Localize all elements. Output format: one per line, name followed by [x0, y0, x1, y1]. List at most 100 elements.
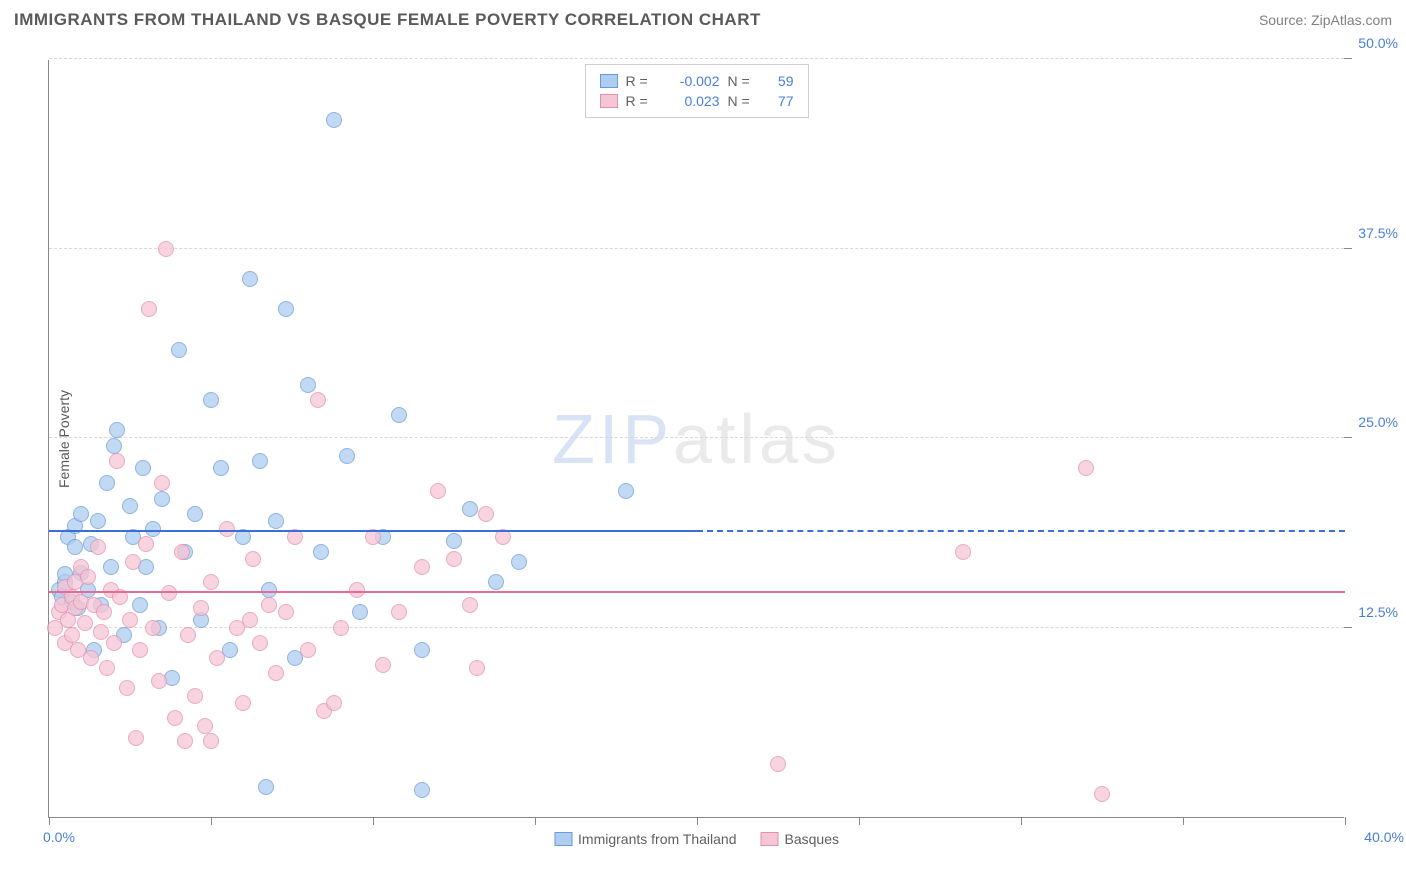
data-point	[125, 554, 141, 570]
legend-swatch	[760, 832, 778, 846]
x-tick	[1021, 817, 1022, 825]
data-point	[161, 585, 177, 601]
data-point	[103, 559, 119, 575]
data-point	[90, 513, 106, 529]
data-point	[245, 551, 261, 567]
data-point	[209, 650, 225, 666]
data-point	[193, 600, 209, 616]
data-point	[469, 660, 485, 676]
legend-n-label: N =	[728, 73, 756, 89]
data-point	[145, 620, 161, 636]
data-point	[83, 650, 99, 666]
axis-tick	[1344, 437, 1352, 438]
data-point	[446, 533, 462, 549]
correlation-legend: R =-0.002N =59R =0.023N =77	[585, 64, 809, 118]
data-point	[154, 475, 170, 491]
data-point	[414, 559, 430, 575]
data-point	[174, 544, 190, 560]
data-point	[171, 342, 187, 358]
x-tick	[697, 817, 698, 825]
data-point	[375, 657, 391, 673]
data-point	[187, 506, 203, 522]
data-point	[106, 438, 122, 454]
grid-line	[49, 248, 1344, 249]
data-point	[119, 680, 135, 696]
legend-r-value: -0.002	[662, 73, 720, 89]
x-tick	[49, 817, 50, 825]
y-tick-label: 37.5%	[1358, 225, 1398, 241]
data-point	[64, 627, 80, 643]
y-tick-label: 25.0%	[1358, 414, 1398, 430]
data-point	[235, 695, 251, 711]
data-point	[73, 506, 89, 522]
data-point	[349, 582, 365, 598]
source-attribution: Source: ZipAtlas.com	[1259, 12, 1392, 28]
data-point	[391, 407, 407, 423]
data-point	[145, 521, 161, 537]
data-point	[278, 301, 294, 317]
data-point	[151, 673, 167, 689]
data-point	[258, 779, 274, 795]
data-point	[132, 597, 148, 613]
data-point	[197, 718, 213, 734]
data-point	[106, 635, 122, 651]
y-axis-title: Female Poverty	[56, 389, 72, 487]
watermark: ZIPatlas	[552, 399, 841, 479]
data-point	[90, 539, 106, 555]
data-point	[213, 460, 229, 476]
data-point	[132, 642, 148, 658]
series-legend: Immigrants from ThailandBasques	[554, 831, 839, 847]
data-point	[167, 710, 183, 726]
legend-series-name: Immigrants from Thailand	[578, 831, 736, 847]
data-point	[252, 453, 268, 469]
data-point	[1078, 460, 1094, 476]
data-point	[511, 554, 527, 570]
data-point	[138, 536, 154, 552]
data-point	[488, 574, 504, 590]
data-point	[770, 756, 786, 772]
data-point	[122, 612, 138, 628]
x-axis-min-label: 0.0%	[43, 829, 75, 845]
legend-swatch	[600, 74, 618, 88]
data-point	[180, 627, 196, 643]
x-axis-max-label: 40.0%	[1364, 829, 1404, 845]
data-point	[268, 513, 284, 529]
axis-tick	[1344, 627, 1352, 628]
data-point	[109, 453, 125, 469]
data-point	[219, 521, 235, 537]
data-point	[462, 501, 478, 517]
data-point	[96, 604, 112, 620]
y-tick-label: 50.0%	[1358, 35, 1398, 51]
x-tick	[211, 817, 212, 825]
data-point	[333, 620, 349, 636]
data-point	[300, 642, 316, 658]
legend-r-label: R =	[626, 93, 654, 109]
data-point	[310, 392, 326, 408]
data-point	[414, 642, 430, 658]
x-tick	[1183, 817, 1184, 825]
data-point	[313, 544, 329, 560]
data-point	[414, 782, 430, 798]
axis-tick	[1344, 58, 1352, 59]
data-point	[154, 491, 170, 507]
trend-line	[49, 591, 1345, 593]
data-point	[268, 665, 284, 681]
data-point	[446, 551, 462, 567]
trend-line-extrapolated	[697, 530, 1345, 532]
data-point	[203, 574, 219, 590]
plot-area: Female Poverty ZIPatlas 12.5%25.0%37.5%5…	[48, 60, 1344, 818]
legend-r-value: 0.023	[662, 93, 720, 109]
x-tick	[1345, 817, 1346, 825]
data-point	[618, 483, 634, 499]
y-tick-label: 12.5%	[1358, 604, 1398, 620]
data-point	[187, 688, 203, 704]
legend-n-label: N =	[728, 93, 756, 109]
data-point	[352, 604, 368, 620]
data-point	[77, 615, 93, 631]
data-point	[80, 569, 96, 585]
grid-line	[49, 437, 1344, 438]
x-tick	[373, 817, 374, 825]
data-point	[391, 604, 407, 620]
legend-r-label: R =	[626, 73, 654, 89]
legend-swatch	[554, 832, 572, 846]
